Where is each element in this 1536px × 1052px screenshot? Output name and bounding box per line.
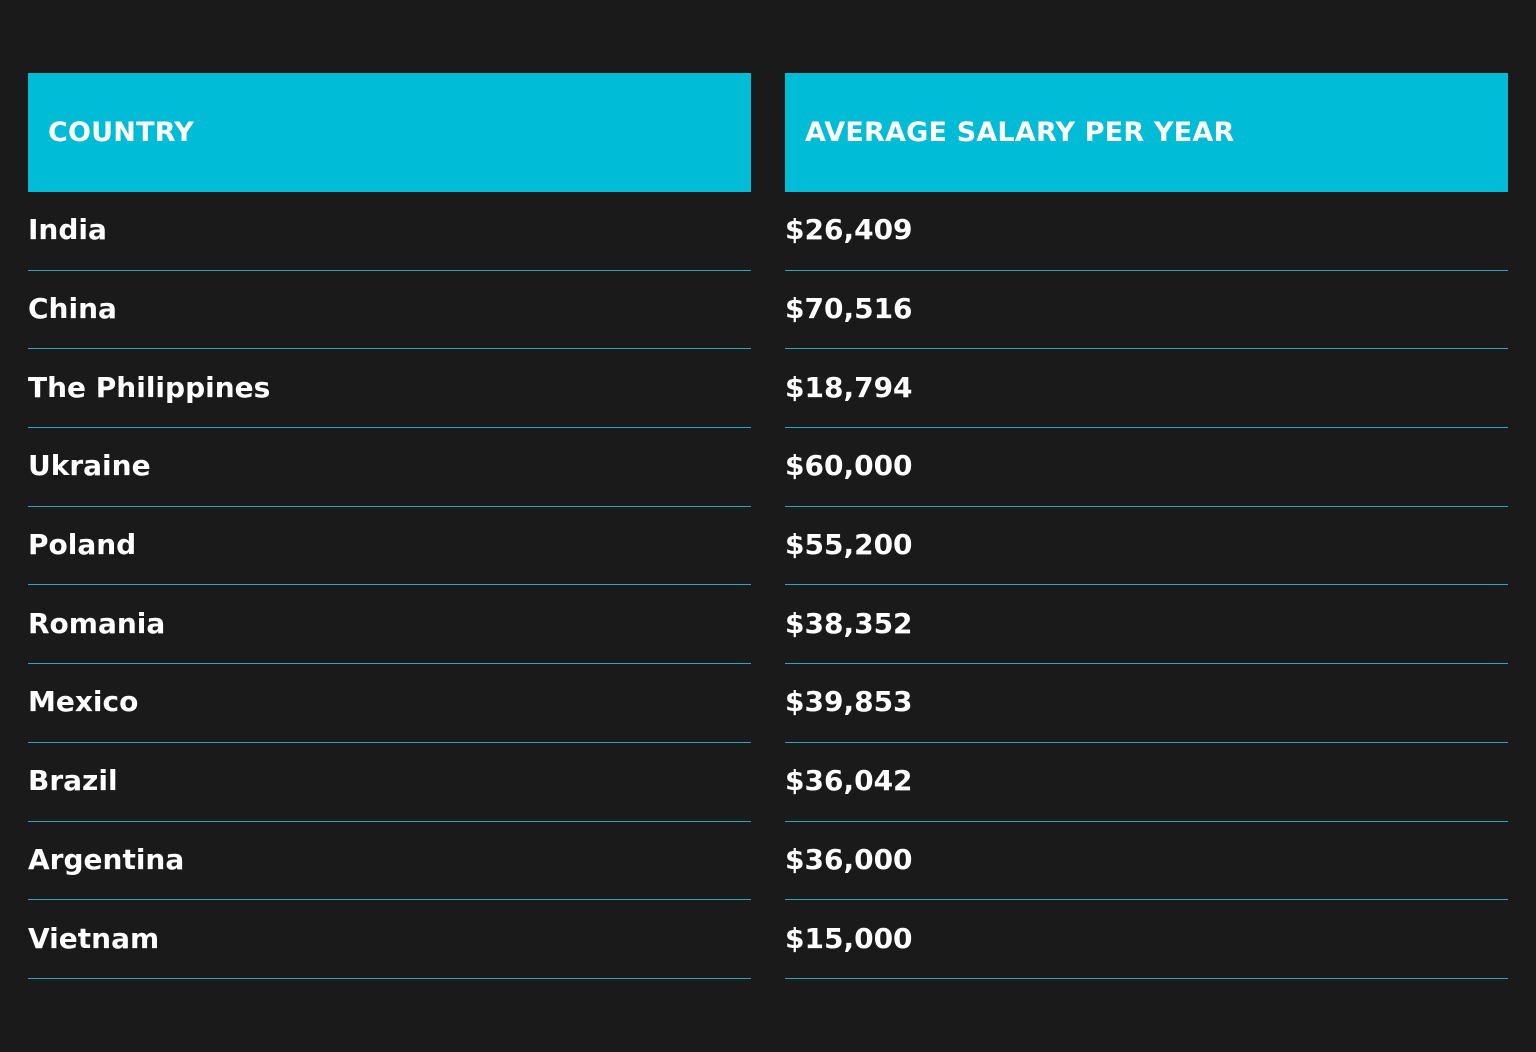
country-cell: Ukraine bbox=[28, 428, 751, 507]
salary-cell: $26,409 bbox=[785, 192, 1508, 271]
country-header: COUNTRY bbox=[28, 73, 751, 192]
salary-cell: $55,200 bbox=[785, 507, 1508, 586]
country-cell: Mexico bbox=[28, 664, 751, 743]
salary-column: AVERAGE SALARY PER YEAR $26,409 $70,516 $1… bbox=[785, 73, 1508, 979]
country-cell: Romania bbox=[28, 585, 751, 665]
country-cell: Poland bbox=[28, 507, 751, 586]
country-cell: Argentina bbox=[28, 822, 751, 901]
country-cell: India bbox=[28, 192, 751, 271]
country-cell: Vietnam bbox=[28, 900, 751, 979]
salary-header: AVERAGE SALARY PER YEAR bbox=[785, 73, 1508, 192]
salary-cell: $39,853 bbox=[785, 664, 1508, 743]
salary-cell: $60,000 bbox=[785, 428, 1508, 507]
salary-cell: $38,352 bbox=[785, 585, 1508, 665]
country-cell: The Philippines bbox=[28, 349, 751, 429]
country-column: COUNTRY India China The Philippines Ukraine… bbox=[28, 73, 751, 979]
country-rows: India China The Philippines Ukraine Poland Ro… bbox=[28, 192, 751, 979]
country-cell: China bbox=[28, 271, 751, 350]
salary-cell: $15,000 bbox=[785, 900, 1508, 979]
salary-cell: $18,794 bbox=[785, 349, 1508, 429]
salary-cell: $36,042 bbox=[785, 743, 1508, 822]
salary-cell: $36,000 bbox=[785, 822, 1508, 901]
salary-rows: $26,409 $70,516 $18,794 $60,000 $55,200 $38,3… bbox=[785, 192, 1508, 979]
country-cell: Brazil bbox=[28, 743, 751, 822]
salary-cell: $70,516 bbox=[785, 271, 1508, 350]
